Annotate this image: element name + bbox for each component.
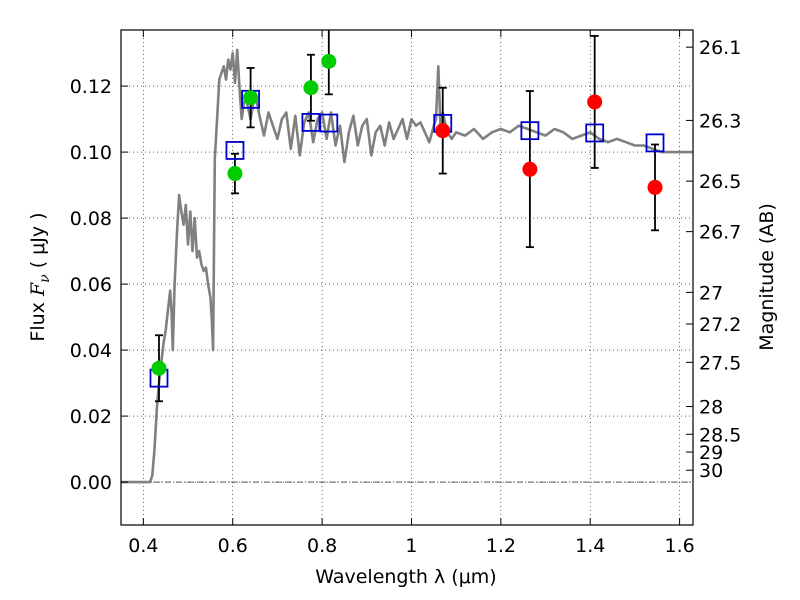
axis-ticks	[121, 30, 693, 525]
observed-photometry-green-point	[303, 80, 319, 96]
observed-photometry-green-point	[321, 53, 337, 69]
x-tick-label: 0.6	[218, 535, 248, 557]
y-tick-label: 0.06	[70, 274, 112, 296]
y2-tick-label: 26.5	[699, 171, 741, 193]
error-bars	[154, 30, 660, 403]
photometry-markers	[149, 53, 665, 388]
x-tick-label: 1.4	[575, 535, 605, 557]
y-axis-title-symbol: F	[27, 282, 49, 297]
x-tick-label: 1	[405, 535, 417, 557]
y-axis-title: Flux Fν ( μJy )	[27, 212, 53, 341]
observed-photometry-red-point	[587, 94, 603, 110]
y2-tick-label: 27.5	[699, 352, 741, 374]
x-tick-label: 0.4	[128, 535, 158, 557]
observed-photometry-green-point	[243, 90, 259, 106]
y-tick-label: 0.04	[70, 340, 112, 362]
y2-tick-label: 28.5	[699, 424, 741, 446]
y-axis-title-flux: Flux	[27, 296, 49, 342]
model-sed-layer	[121, 48, 693, 484]
x-tick-label: 1.6	[664, 535, 694, 557]
y-tick-label: 0.02	[70, 406, 112, 428]
plot-frame	[120, 29, 694, 526]
y2-tick-label: 29	[699, 442, 723, 464]
y2-tick-label: 28	[699, 397, 723, 419]
observed-photometry-red-point	[435, 123, 451, 139]
model-sed-curve	[121, 48, 693, 484]
y-tick-label: 0.08	[70, 208, 112, 230]
model-photometry-point	[520, 121, 540, 141]
tick-labels: 0.4 0.6 0.8 1 1.2 1.4 1.6 0.00 0.02 0.04 0.06 0.08 0…	[70, 37, 742, 557]
observed-photometry-green-point	[151, 360, 167, 376]
model-photometry-point	[585, 123, 605, 143]
y2-tick-label: 26.7	[699, 222, 741, 244]
y-axis-title-units: ( μJy )	[27, 212, 49, 274]
x-tick-label: 0.8	[307, 535, 337, 557]
model-photometry-point	[319, 113, 339, 133]
observed-photometry-red-point	[647, 179, 663, 195]
x-axis-title: Wavelength λ (μm)	[315, 566, 496, 588]
model-photometry-point	[645, 133, 665, 153]
observed-photometry-red-point	[522, 161, 538, 177]
y-axis-title-subscript: ν	[37, 274, 53, 283]
observed-photometry-green-point	[227, 166, 243, 182]
x-tick-label: 1.2	[486, 535, 516, 557]
y2-tick-label: 26.1	[699, 37, 741, 59]
model-photometry-point	[225, 141, 245, 160]
y2-tick-label: 27	[699, 282, 723, 304]
y2-tick-label: 27.2	[699, 314, 741, 336]
y2-tick-label: 26.3	[699, 110, 741, 132]
y-tick-label: 0.00	[70, 472, 112, 494]
y2-tick-label: 30	[699, 460, 723, 482]
y-tick-label: 0.10	[70, 142, 112, 164]
y-tick-label: 0.12	[70, 76, 112, 98]
y2-axis-title: Magnitude (AB)	[756, 203, 778, 351]
